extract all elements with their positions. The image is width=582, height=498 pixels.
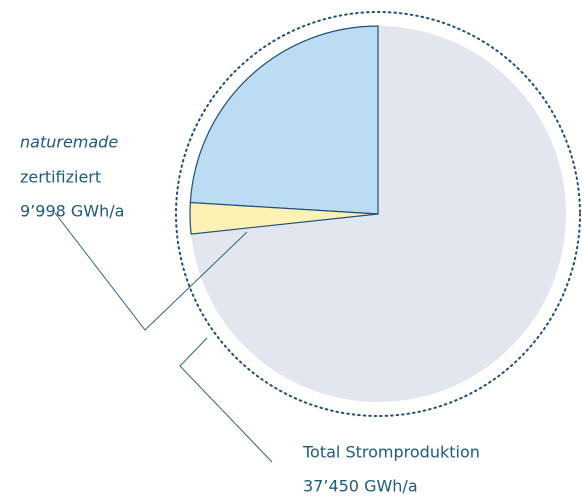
annotation: naturemade <box>20 133 118 152</box>
annotation: 9’998 GWh/a <box>20 202 124 221</box>
annotation: zertifiziert <box>20 168 101 187</box>
leader-line <box>54 212 248 331</box>
outline <box>175 11 581 417</box>
annotation: 37’450 GWh/a <box>303 477 418 496</box>
slices <box>189 25 566 402</box>
pie-slice <box>189 201 379 235</box>
annotation: Total Stromproduktion <box>302 443 480 462</box>
leader-line <box>179 337 273 463</box>
pie-slice <box>189 25 379 215</box>
